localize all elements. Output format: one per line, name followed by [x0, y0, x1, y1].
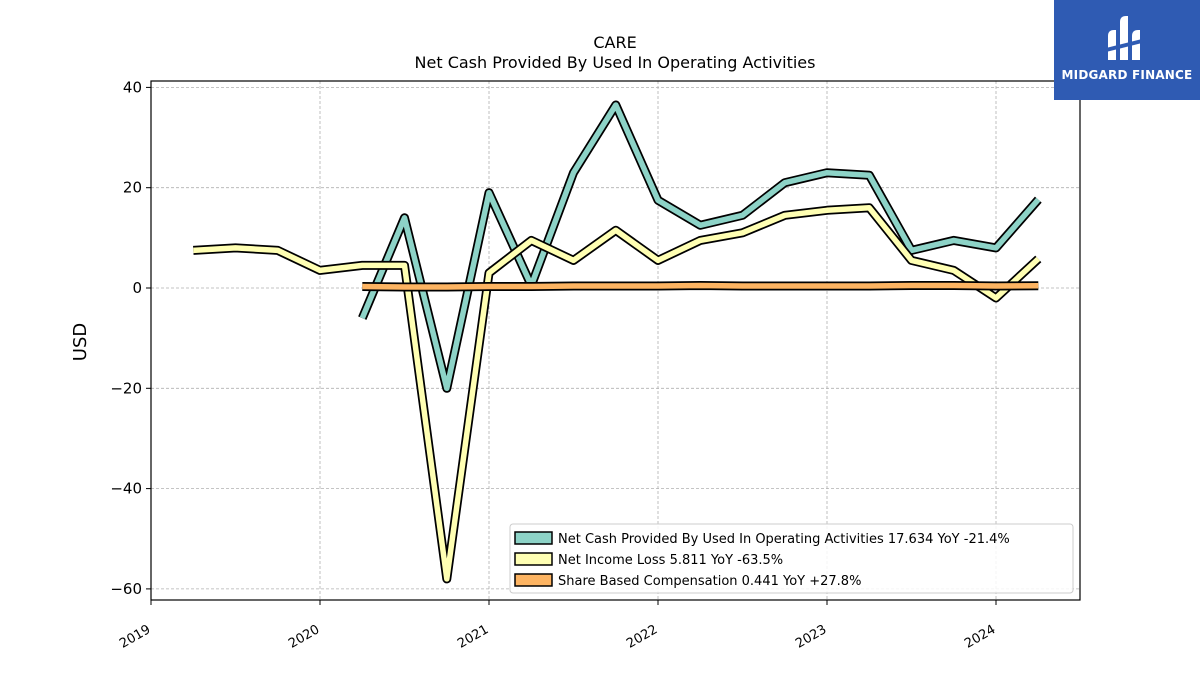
x-tick-label: 2020	[286, 622, 322, 652]
legend-entry: Net Cash Provided By Used In Operating A…	[558, 532, 1010, 547]
legend-entry: Net Income Loss 5.811 YoY -63.5%	[558, 553, 783, 568]
y-axis-label: USD	[70, 323, 91, 361]
y-tick-label: −20	[110, 379, 142, 397]
y-axis: 40 20 0 −20 −40 −60	[110, 78, 151, 598]
x-tick-label: 2023	[793, 622, 829, 652]
chart-title: CARE	[593, 33, 636, 52]
logo-mark-icon	[1106, 16, 1146, 60]
grid	[150, 81, 1080, 600]
legend-swatch	[514, 531, 553, 545]
midgard-finance-logo: MIDGARD FINANCE	[1054, 0, 1200, 100]
plot-frame	[150, 80, 1081, 601]
series-layer	[193, 100, 1042, 584]
x-tick-label: 2022	[624, 622, 660, 652]
series-3	[362, 281, 1039, 292]
y-tick-label: 40	[123, 78, 142, 96]
logo-text: MIDGARD FINANCE	[1061, 68, 1193, 82]
legend-swatch	[514, 573, 553, 587]
y-tick-label: −40	[110, 480, 142, 498]
y-tick-label: 0	[132, 279, 142, 297]
legend: Net Cash Provided By Used In Operating A…	[509, 523, 1074, 594]
x-tick-label: 2024	[962, 622, 998, 652]
series-line	[193, 205, 1041, 582]
chart-subtitle: Net Cash Provided By Used In Operating A…	[415, 53, 816, 72]
legend-entry: Share Based Compensation 0.441 YoY +27.8…	[558, 574, 861, 589]
series-2	[193, 203, 1042, 584]
x-axis: 2019 2020 2021 2022 2023 2024	[117, 600, 998, 652]
y-tick-label: 20	[123, 179, 142, 197]
legend-box	[509, 523, 1074, 594]
y-tick-label: −60	[110, 580, 142, 598]
series-line	[362, 282, 1039, 290]
legend-swatch	[514, 552, 553, 566]
series-line	[359, 102, 1041, 392]
x-tick-label: 2021	[455, 622, 491, 652]
x-tick-label: 2019	[117, 622, 153, 652]
series-1	[358, 100, 1042, 393]
